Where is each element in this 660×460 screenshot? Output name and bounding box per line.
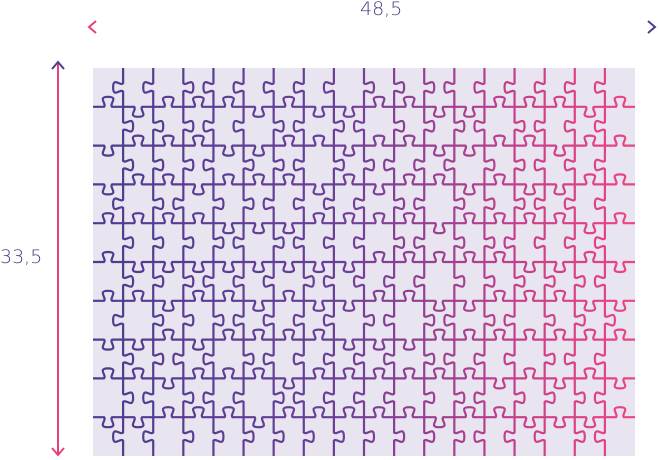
height-label: 33,5 <box>0 246 43 268</box>
width-label: 48,5 <box>360 0 403 20</box>
width-arrow <box>87 20 657 34</box>
height-arrow <box>51 60 65 457</box>
puzzle-piece-lines <box>93 68 635 456</box>
